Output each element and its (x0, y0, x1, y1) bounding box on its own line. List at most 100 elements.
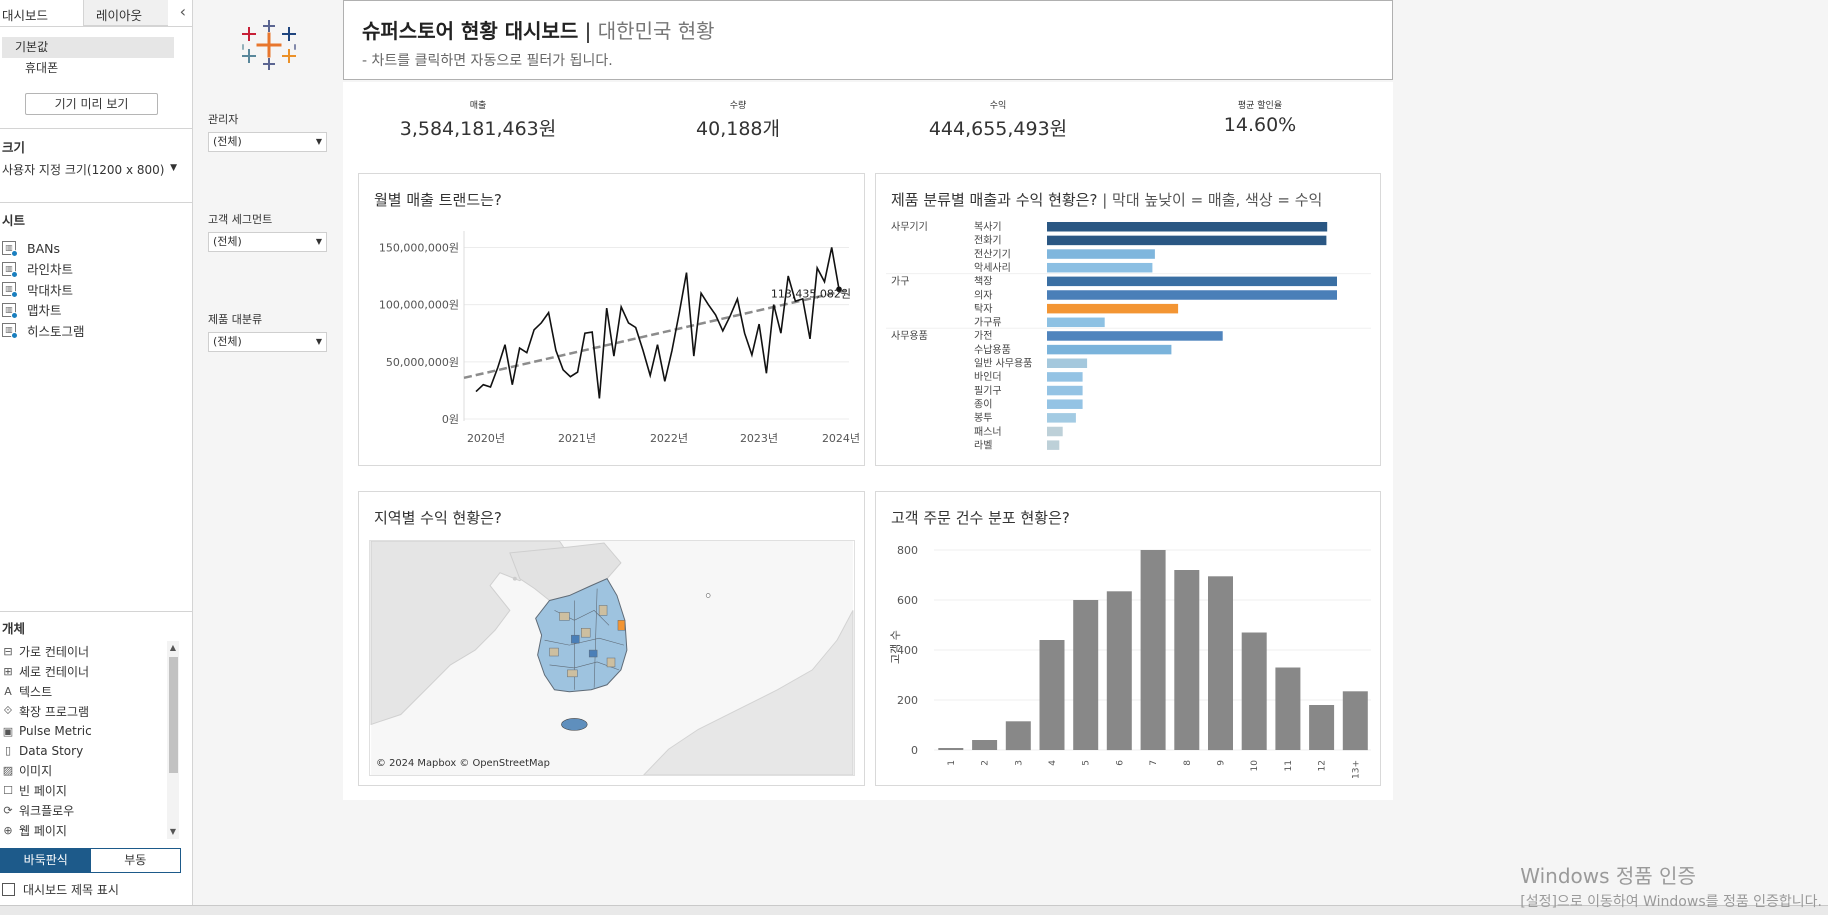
bar-chart-card[interactable]: 제품 분류별 매출과 수익 현황은? | 막대 높낮이 = 매출, 색상 = 수… (875, 173, 1381, 466)
chevron-down-icon: ▼ (315, 237, 322, 246)
kpi-label: 평균 할인율 (1237, 101, 1283, 111)
scroll-up-icon[interactable]: ▲ (169, 643, 177, 652)
tiled-button[interactable]: 바둑판식 (1, 849, 91, 872)
sheet-label: 히스토그램 (27, 323, 85, 339)
tab-layout[interactable]: 레이아웃 (84, 0, 168, 26)
object-label: Pulse Metric (19, 724, 92, 739)
bar-label: 악세사리 (974, 262, 1011, 274)
kpi-discount[interactable]: 평균 할인율 14.60% (1160, 98, 1360, 136)
object-item[interactable]: ▯ Data Story (0, 741, 168, 761)
pane-tabs: 대시보드 레이아웃 ‹ (0, 0, 192, 27)
object-label: 빈 페이지 (19, 783, 67, 798)
histogram-bar (972, 740, 998, 750)
object-item[interactable]: ⊞ 세로 컨테이너 (0, 662, 168, 682)
x-tick-label: 9 (1216, 760, 1226, 766)
histogram-title: 고객 주문 건수 분포 현황은? (891, 509, 1070, 527)
object-item[interactable]: ☐ 빈 페이지 (0, 781, 168, 801)
object-item[interactable]: ▨ 이미지 (0, 761, 168, 781)
trend-line (463, 288, 850, 380)
x-tick-label: 7 (1149, 760, 1159, 766)
object-item[interactable]: ⊟ 가로 컨테이너 (0, 642, 168, 662)
bar (1047, 358, 1088, 368)
bar-chart-title: 제품 분류별 매출과 수익 현황은? | 막대 높낮이 = 매출, 색상 = 수… (891, 189, 1322, 210)
sheet-item[interactable]: ▥ BANs (2, 238, 85, 259)
sheet-tab-bar[interactable] (0, 905, 1828, 915)
filter-segment-dropdown[interactable]: (전체) ▼ (208, 232, 327, 252)
device-phone[interactable]: 휴대폰 (25, 61, 59, 75)
object-icon: ⊟ (3, 645, 13, 659)
sheet-item[interactable]: ▥ 히스토그램 (2, 320, 85, 341)
object-item[interactable]: ▣ Pulse Metric (0, 721, 168, 741)
scroll-down-icon[interactable]: ▼ (169, 827, 177, 836)
chevron-down-icon: ▼ (315, 337, 322, 346)
collapse-icon[interactable]: ‹ (179, 2, 186, 21)
object-label: 웹 페이지 (19, 823, 67, 838)
kpi-quantity[interactable]: 수량 40,188개 (638, 98, 838, 141)
histogram-bar (1073, 600, 1099, 750)
scrollbar-thumb[interactable] (169, 657, 178, 773)
map-card[interactable]: 지역별 수익 현황은? (358, 491, 865, 786)
sheet-item[interactable]: ▥ 맵차트 (2, 300, 85, 321)
device-preview-button[interactable]: 기기 미리 보기 (25, 93, 158, 115)
kpi-profit[interactable]: 수익 444,655,493원 (898, 98, 1098, 141)
line-chart[interactable]: 0원 50,000,000원 100,000,000원 150,000,000원 202… (359, 174, 864, 465)
bar-label: 책장 (974, 276, 992, 288)
kpi-sales[interactable]: 매출 3,584,181,463원 (378, 98, 578, 141)
kpi-value: 40,188개 (696, 118, 780, 140)
x-tick-label: 2023년 (740, 432, 778, 445)
x-tick-label: 3 (1014, 760, 1024, 766)
filter-label: 고객 세그먼트 (208, 213, 273, 226)
object-item[interactable]: A 텍스트 (0, 682, 168, 702)
object-label: Data Story (19, 743, 84, 758)
show-title-toggle[interactable]: 대시보드 제목 표시 (2, 881, 119, 898)
object-label: 세로 컨테이너 (19, 665, 90, 680)
y-tick-label: 200 (897, 694, 918, 707)
y-tick-label: 0 (911, 744, 918, 757)
divider (0, 202, 192, 203)
tableau-logo-icon (242, 20, 296, 70)
sheet-item[interactable]: ▥ 막대차트 (2, 279, 85, 300)
show-title-checkbox[interactable] (2, 883, 15, 896)
sheet-icon: ▥ (2, 323, 18, 340)
title-separator: | (578, 19, 598, 43)
sheets-title: 시트 (2, 213, 26, 228)
x-tick-label: 2024년 (822, 432, 860, 445)
dashboard-title-area[interactable]: 슈퍼스토어 현황 대시보드 | 대한민국 현황 - 차트를 클릭하면 자동으로 … (343, 0, 1393, 80)
object-item[interactable]: ⟐ 확장 프로그램 (0, 701, 168, 721)
tab-dashboard[interactable]: 대시보드 (0, 0, 84, 26)
title-main: 슈퍼스토어 현황 대시보드 (362, 19, 579, 43)
bar (1047, 344, 1172, 355)
device-default[interactable]: 기본값 (2, 37, 174, 58)
filter-label: 관리자 (208, 113, 239, 126)
object-item[interactable]: ⟳ 워크플로우 (0, 800, 168, 820)
y-tick-label: 0원 (442, 413, 459, 426)
bar-label: 종이 (974, 398, 992, 410)
bar-group-label: 사무기기 (891, 221, 928, 233)
kpi-label: 수익 (989, 101, 1007, 111)
line-chart-title: 월별 매출 트랜드는? (374, 191, 502, 209)
dashboard-pane: 대시보드 레이아웃 ‹ 기본값 휴대폰 기기 미리 보기 크기 사용자 지정 크… (0, 0, 193, 905)
object-label: 가로 컨테이너 (19, 645, 90, 660)
object-icon: A (4, 684, 12, 698)
sheet-item[interactable]: ▥ 라인차트 (2, 259, 85, 280)
filter-category-dropdown[interactable]: (전체) ▼ (208, 332, 327, 352)
bar (1047, 399, 1083, 409)
tableau-logo (194, 0, 342, 84)
title-sub: 대한민국 현황 (597, 19, 715, 43)
bar-label: 의자 (974, 289, 992, 301)
floating-button[interactable]: 부동 (90, 849, 180, 872)
x-tick-label: 11 (1284, 760, 1294, 771)
object-item[interactable]: ⊕ 웹 페이지 (0, 820, 168, 839)
line-chart-card[interactable]: 월별 매출 트랜드는? 0원 50,000,000원 100,000,000원 150… (358, 173, 865, 466)
x-tick-label: 12 (1318, 760, 1328, 771)
sales-line (475, 247, 840, 399)
histogram-bar (1342, 691, 1368, 751)
size-dropdown[interactable]: 사용자 지정 크기(1200 x 800) ▼ (2, 161, 177, 179)
bar (1047, 249, 1155, 259)
korea-map[interactable]: © 2024 Mapbox © OpenStreetMap (369, 540, 855, 776)
filter-manager-dropdown[interactable]: (전체) ▼ (208, 132, 327, 152)
map-title: 지역별 수익 현황은? (374, 509, 502, 527)
